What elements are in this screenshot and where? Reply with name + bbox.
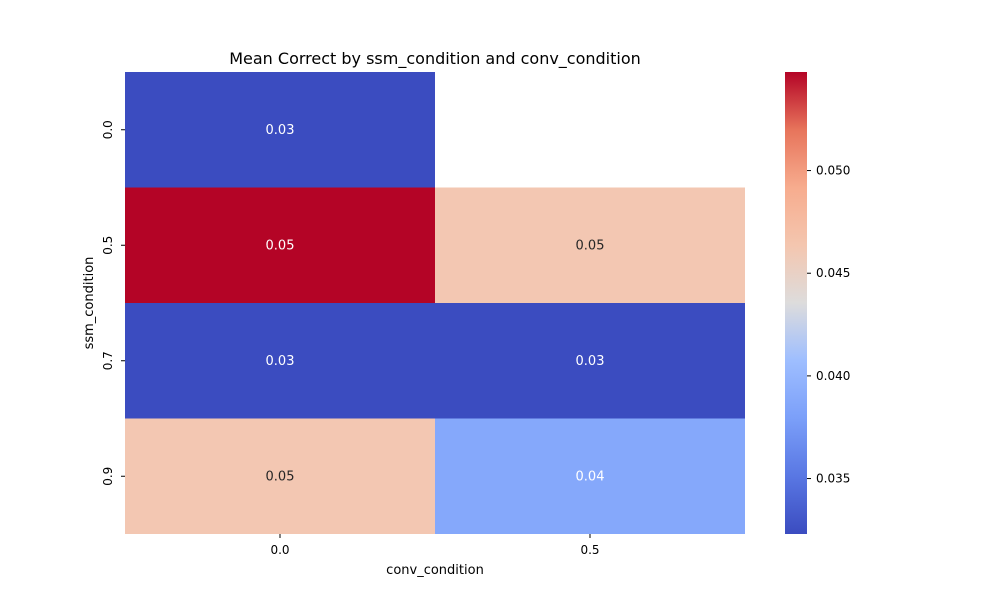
heatmap-cell-labels: 0.03 0.05 0.05 0.03 0.03 0.05 0.04	[266, 123, 605, 485]
y-axis-label: ssm_condition	[82, 257, 97, 350]
heatmap-cell	[125, 418, 435, 534]
heatmap-cell	[435, 418, 745, 534]
cell-value-label: 0.03	[576, 354, 605, 369]
y-axis: 0.0 0.5 0.7 0.9	[101, 120, 125, 486]
chart-title: Mean Correct by ssm_condition and conv_c…	[229, 49, 641, 69]
cell-value-label: 0.03	[266, 123, 295, 138]
heatmap-cell	[125, 72, 435, 188]
x-tick-label: 0.0	[270, 543, 289, 557]
y-tick-label: 0.7	[101, 351, 115, 370]
colorbar: 0.035 0.040 0.045 0.050	[785, 72, 850, 534]
y-tick-label: 0.9	[101, 467, 115, 486]
colorbar-tick-label: 0.050	[816, 164, 850, 178]
cell-value-label: 0.05	[266, 469, 295, 484]
cell-value-label: 0.05	[266, 238, 295, 253]
x-axis: 0.0 0.5	[270, 534, 600, 557]
cell-value-label: 0.04	[576, 469, 605, 484]
x-axis-label: conv_condition	[386, 563, 484, 578]
colorbar-tick-label: 0.035	[816, 472, 850, 486]
colorbar-tick-label: 0.045	[816, 266, 850, 280]
y-tick-label: 0.5	[101, 236, 115, 255]
cell-value-label: 0.03	[266, 354, 295, 369]
colorbar-gradient	[785, 72, 807, 534]
x-tick-label: 0.5	[580, 543, 599, 557]
heatmap-cell	[125, 187, 435, 303]
colorbar-tick-label: 0.040	[816, 369, 850, 383]
y-tick-label: 0.0	[101, 120, 115, 139]
heatmap-cells	[125, 72, 745, 534]
heatmap-cell	[435, 187, 745, 303]
heatmap-cell	[125, 303, 435, 419]
cell-value-label: 0.05	[576, 238, 605, 253]
heatmap-cell	[435, 303, 745, 419]
